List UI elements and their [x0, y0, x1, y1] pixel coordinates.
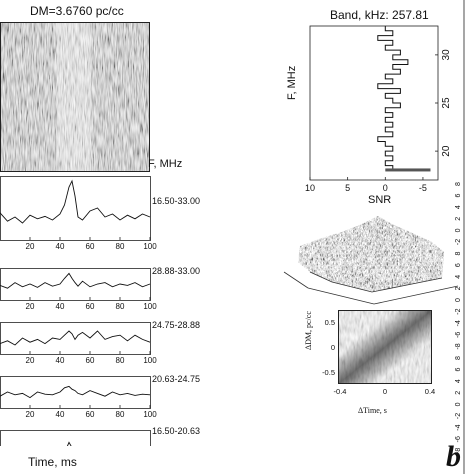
inset-y-tick-label: 0: [331, 343, 335, 352]
snr-bottom-bar: [385, 168, 431, 172]
profile-line: [0, 272, 151, 289]
x-tick-label: 80: [116, 356, 125, 365]
x-tick-label: 60: [86, 356, 95, 365]
snr-tick-label: -5: [419, 183, 427, 193]
edge-tick-label: 4: [455, 379, 462, 383]
x-tick-label: 100: [143, 242, 157, 251]
inset-x-tick-label: -0.4: [334, 387, 347, 396]
freq-axis-label: F, MHz: [286, 65, 298, 100]
band-title: Band, kHz: 257.81: [330, 8, 429, 22]
edge-tick-label: 2: [455, 217, 462, 221]
x-tick-label: 40: [56, 242, 65, 251]
inset-y-label: ΔDM, pc/cc: [304, 311, 313, 350]
edge-tick-label: 8: [455, 182, 462, 186]
inset-x-label: ΔTime, s: [358, 406, 387, 415]
edge-tick-label: 0: [455, 298, 462, 302]
profile-frame: [0, 430, 151, 446]
band-label-5: 16.50-20.63: [152, 426, 201, 436]
edge-tick-label: -6: [455, 436, 462, 442]
x-tick-label: 20: [26, 302, 35, 311]
pulse-band: [57, 22, 91, 172]
profile-line: [0, 179, 151, 224]
edge-tick-label: -4: [455, 320, 462, 326]
freq-tick-label: 25: [441, 97, 450, 109]
edge-tick-label: 0: [455, 402, 462, 406]
edge-tick-label: -2: [455, 239, 462, 245]
snr-tick-label: 5: [345, 183, 350, 193]
x-tick-label: 60: [86, 410, 95, 419]
edge-tick-label: -2: [455, 413, 462, 419]
profile-frame: [0, 322, 151, 355]
inset-y-tick-label: -0.5: [322, 368, 335, 377]
dynamic-spectrum: [0, 22, 150, 172]
dm-time-inset: 0.5 0 -0.5 -0.4 0 0.4: [322, 310, 435, 396]
band-label-2: 28.88-33.00: [152, 266, 201, 276]
x-tick-label: 80: [116, 242, 125, 251]
profile-line: [0, 330, 151, 346]
edge-tick-label: 8: [455, 356, 462, 360]
profile-frame: [0, 268, 151, 301]
snr-tick-label: 0: [383, 183, 388, 193]
edge-tick-label: 0: [455, 228, 462, 232]
x-tick-label: 40: [56, 410, 65, 419]
freq-tick-label: 20: [441, 145, 450, 157]
pulse-profiles: 20 40 60 80 100 20 40 60 80 100 20 40 60 80 100 20 40 60 8…: [0, 176, 157, 446]
snr-frame: [309, 25, 439, 181]
x-tick-label: 40: [56, 302, 65, 311]
inset-y-tick-label: 0.5: [325, 318, 335, 327]
band-label-4: 20.63-24.75: [152, 374, 201, 384]
edge-tick-label: -6: [455, 332, 462, 338]
band-label-1: 16.50-33.00: [152, 196, 201, 206]
inset-x-tick-label: 0.4: [425, 387, 435, 396]
freq-tick-label: 30: [441, 49, 450, 61]
profile-line: [66, 441, 72, 446]
edge-tick-label: 6: [455, 263, 462, 267]
snr-spectrum: 10 5 0 -5 30 25 20: [305, 25, 450, 193]
x-tick-label: 80: [116, 302, 125, 311]
edge-tick-label: 8: [455, 252, 462, 256]
edge-tick-label: -4: [455, 424, 462, 430]
time-axis-label: Time, ms: [28, 455, 77, 469]
surface-3d-plot: [283, 216, 459, 305]
inset-x-tick-label: 0: [383, 387, 387, 396]
x-tick-label: 20: [26, 242, 35, 251]
edge-tick-label: -2: [455, 308, 462, 314]
x-tick-label: 100: [143, 356, 157, 365]
x-tick-label: 20: [26, 356, 35, 365]
profile-line: [0, 385, 151, 399]
figure-letter: b: [446, 440, 461, 473]
profile-frame: [0, 176, 151, 241]
edge-tick-label: 6: [455, 194, 462, 198]
edge-tick-label: 4: [455, 275, 462, 279]
dm-title: DM=3.6760 pc/cc: [30, 4, 124, 18]
x-tick-label: 40: [56, 356, 65, 365]
edge-tick-label: 4: [455, 205, 462, 209]
edge-tick-label: 6: [455, 368, 462, 372]
edge-axis: 8 6 4 2 0 -2 8 6 4 2 0 -2 -4 -6 -8 8 6 4 2 0 -2 -4 -6 -8: [455, 0, 465, 474]
edge-tick-label: -8: [455, 448, 462, 454]
x-tick-label: 20: [26, 410, 35, 419]
x-tick-label: 60: [86, 242, 95, 251]
x-tick-label: 100: [143, 302, 157, 311]
x-tick-label: 60: [86, 302, 95, 311]
snr-tick-label: 10: [305, 183, 315, 193]
x-tick-label: 100: [143, 410, 157, 419]
snr-axis-label: SNR: [368, 194, 392, 206]
edge-tick-label: -8: [455, 343, 462, 349]
edge-tick-label: 2: [455, 286, 462, 290]
band-label-3: 24.75-28.88: [152, 320, 201, 330]
x-tick-label: 80: [116, 410, 125, 419]
freq-header: F, MHz: [148, 158, 183, 170]
edge-tick-label: 2: [455, 391, 462, 395]
snr-step-line: [377, 26, 409, 171]
profile-frame: [0, 376, 151, 409]
